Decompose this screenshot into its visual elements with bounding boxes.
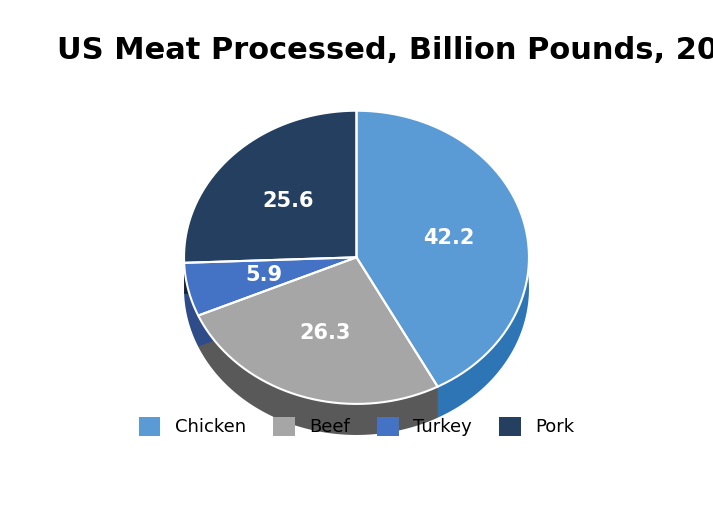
Text: US Meat Processed, Billion Pounds, 2017: US Meat Processed, Billion Pounds, 2017 [57,36,713,65]
Text: 25.6: 25.6 [262,192,314,211]
Text: 5.9: 5.9 [245,265,282,285]
Polygon shape [198,258,356,346]
Text: 26.3: 26.3 [299,324,351,343]
Text: 42.2: 42.2 [423,228,474,248]
Polygon shape [356,258,438,418]
Polygon shape [198,258,438,404]
Polygon shape [184,263,198,346]
Polygon shape [198,315,438,435]
Polygon shape [184,111,356,294]
Polygon shape [184,258,356,294]
Polygon shape [184,258,356,315]
Polygon shape [356,258,438,418]
Polygon shape [356,111,529,387]
Polygon shape [184,111,356,263]
Polygon shape [198,258,356,346]
Polygon shape [184,258,356,294]
Legend: Chicken, Beef, Turkey, Pork: Chicken, Beef, Turkey, Pork [130,408,583,446]
Polygon shape [356,111,529,418]
